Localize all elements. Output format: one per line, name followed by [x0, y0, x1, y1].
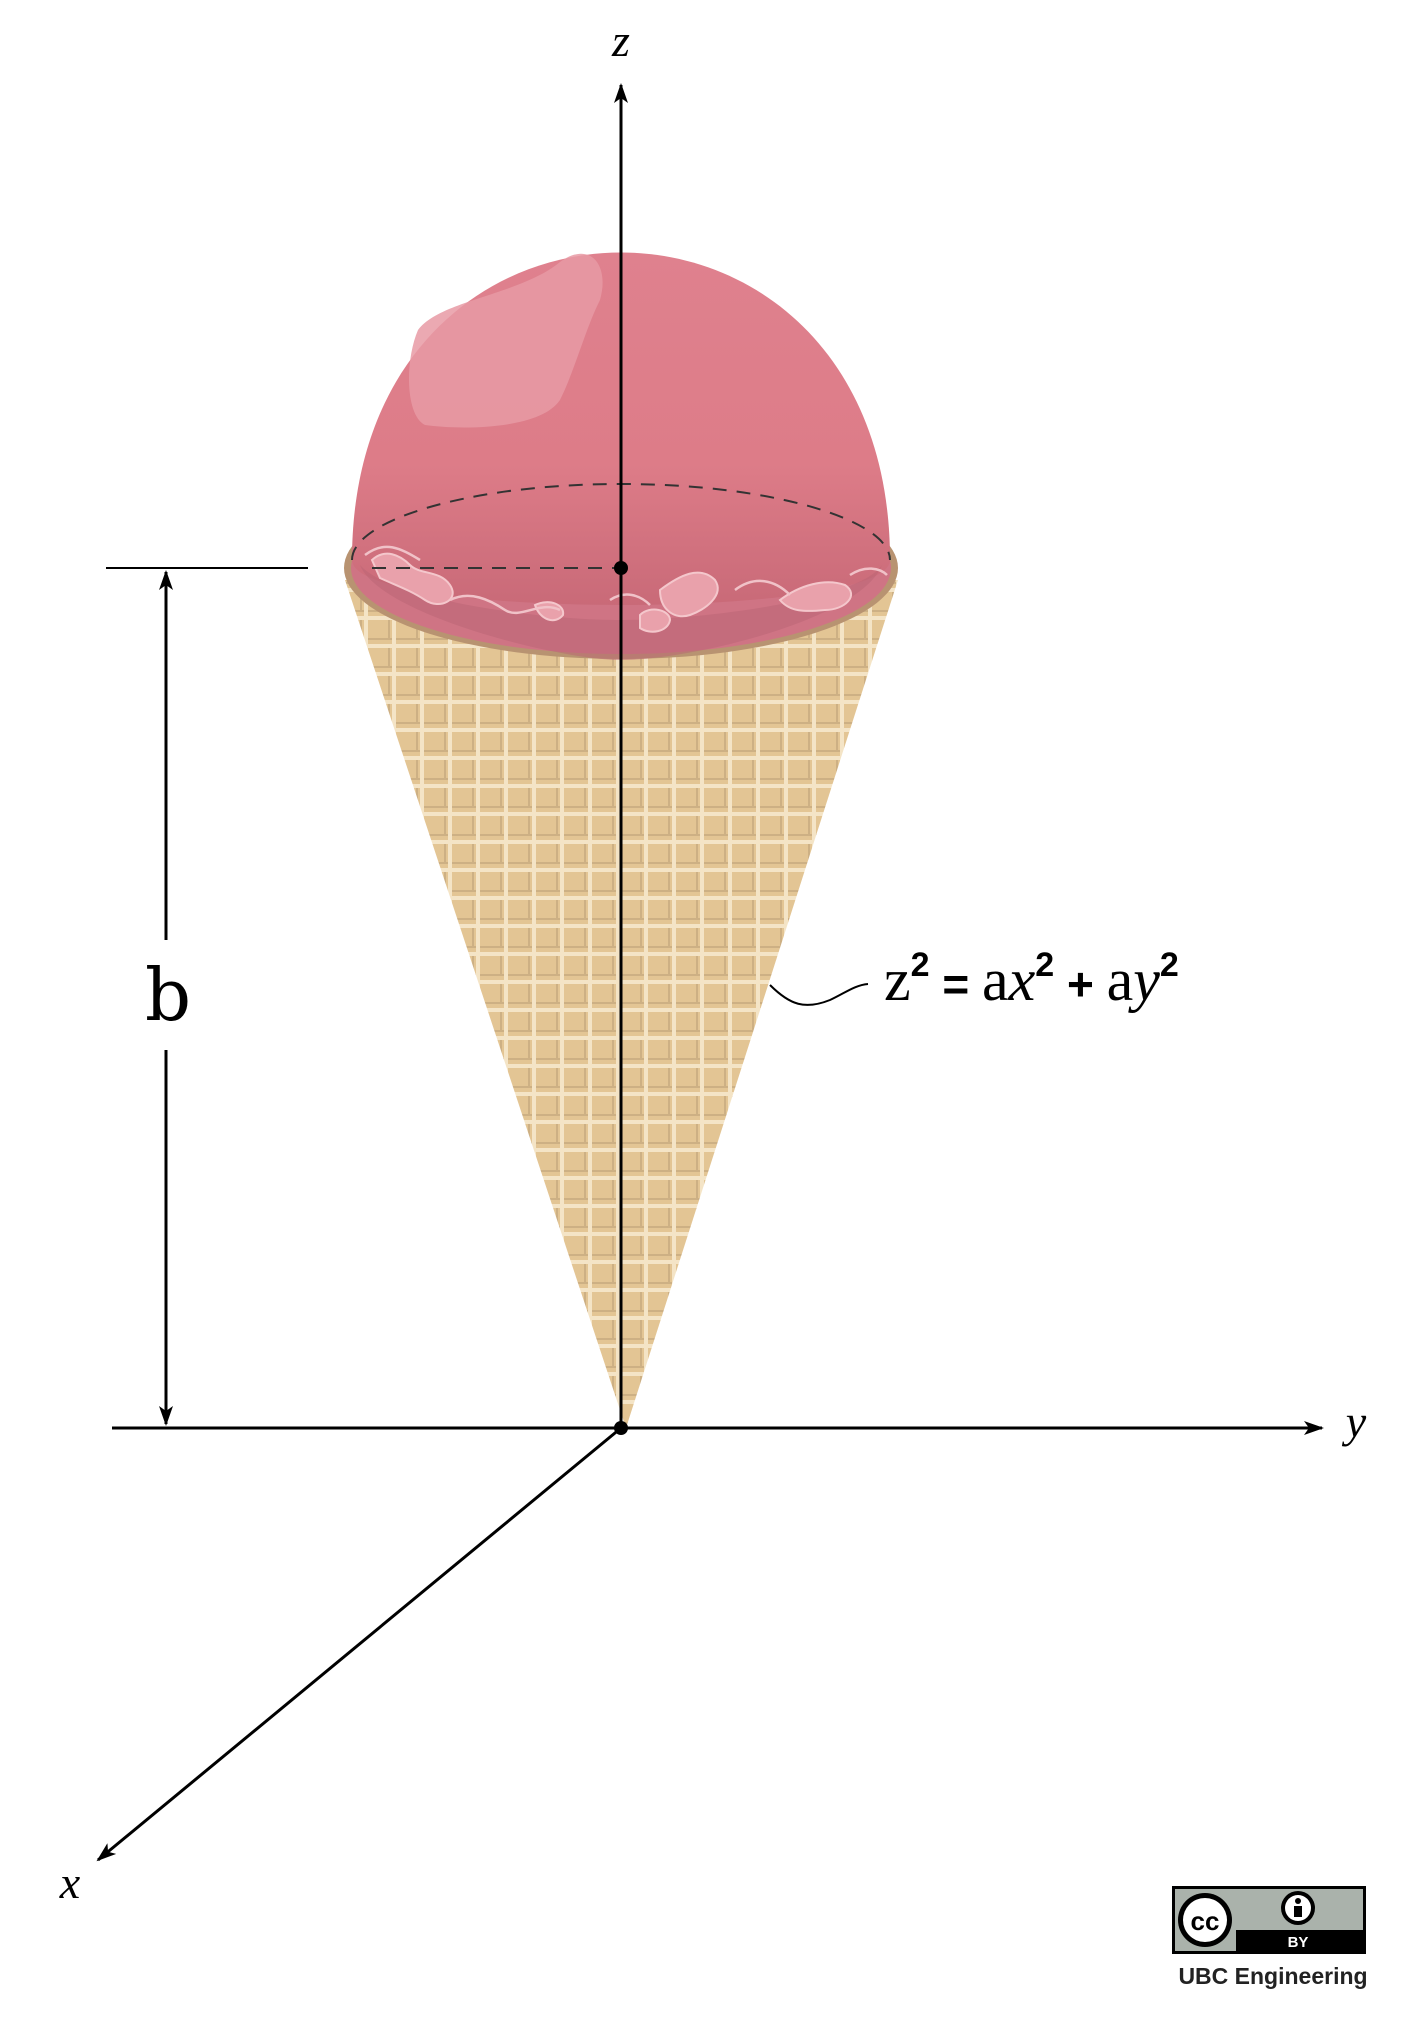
by-text: BY: [1288, 1934, 1309, 1951]
eq-exp-2: 2: [1035, 946, 1054, 984]
origin-point: [614, 1421, 628, 1435]
scoop-highlight: [408, 253, 603, 428]
cc-by-license-badge: cc BY: [1172, 1886, 1366, 1954]
height-dimension: b: [106, 567, 308, 1426]
x-axis-label: x: [59, 1857, 81, 1908]
eq-a-2: a: [1107, 947, 1134, 1013]
credit-text: UBC Engineering: [1178, 1963, 1368, 1989]
rim-center-point: [614, 561, 628, 575]
surface-equation: z2 = ax2 + ay2: [884, 946, 1179, 1013]
x-axis: [96, 1426, 622, 1862]
dimension-label-b: b: [145, 953, 191, 1037]
eq-x: x: [1008, 947, 1036, 1013]
equation-leader-line: [769, 983, 869, 1006]
drip-outlines: [364, 545, 888, 615]
drip-shapes: [370, 552, 853, 633]
z-axis-label: z: [611, 15, 630, 66]
y-axis-label: y: [1342, 1396, 1367, 1447]
eq-plus: +: [1054, 958, 1106, 1010]
eq-a-1: a: [982, 947, 1009, 1013]
eq-equals: =: [930, 958, 982, 1010]
eq-y: y: [1127, 947, 1160, 1013]
eq-exp-3: 2: [1160, 946, 1179, 984]
cc-icon-text: cc: [1191, 1906, 1220, 1936]
eq-z: z: [884, 947, 911, 1013]
eq-exp-1: 2: [911, 946, 930, 984]
